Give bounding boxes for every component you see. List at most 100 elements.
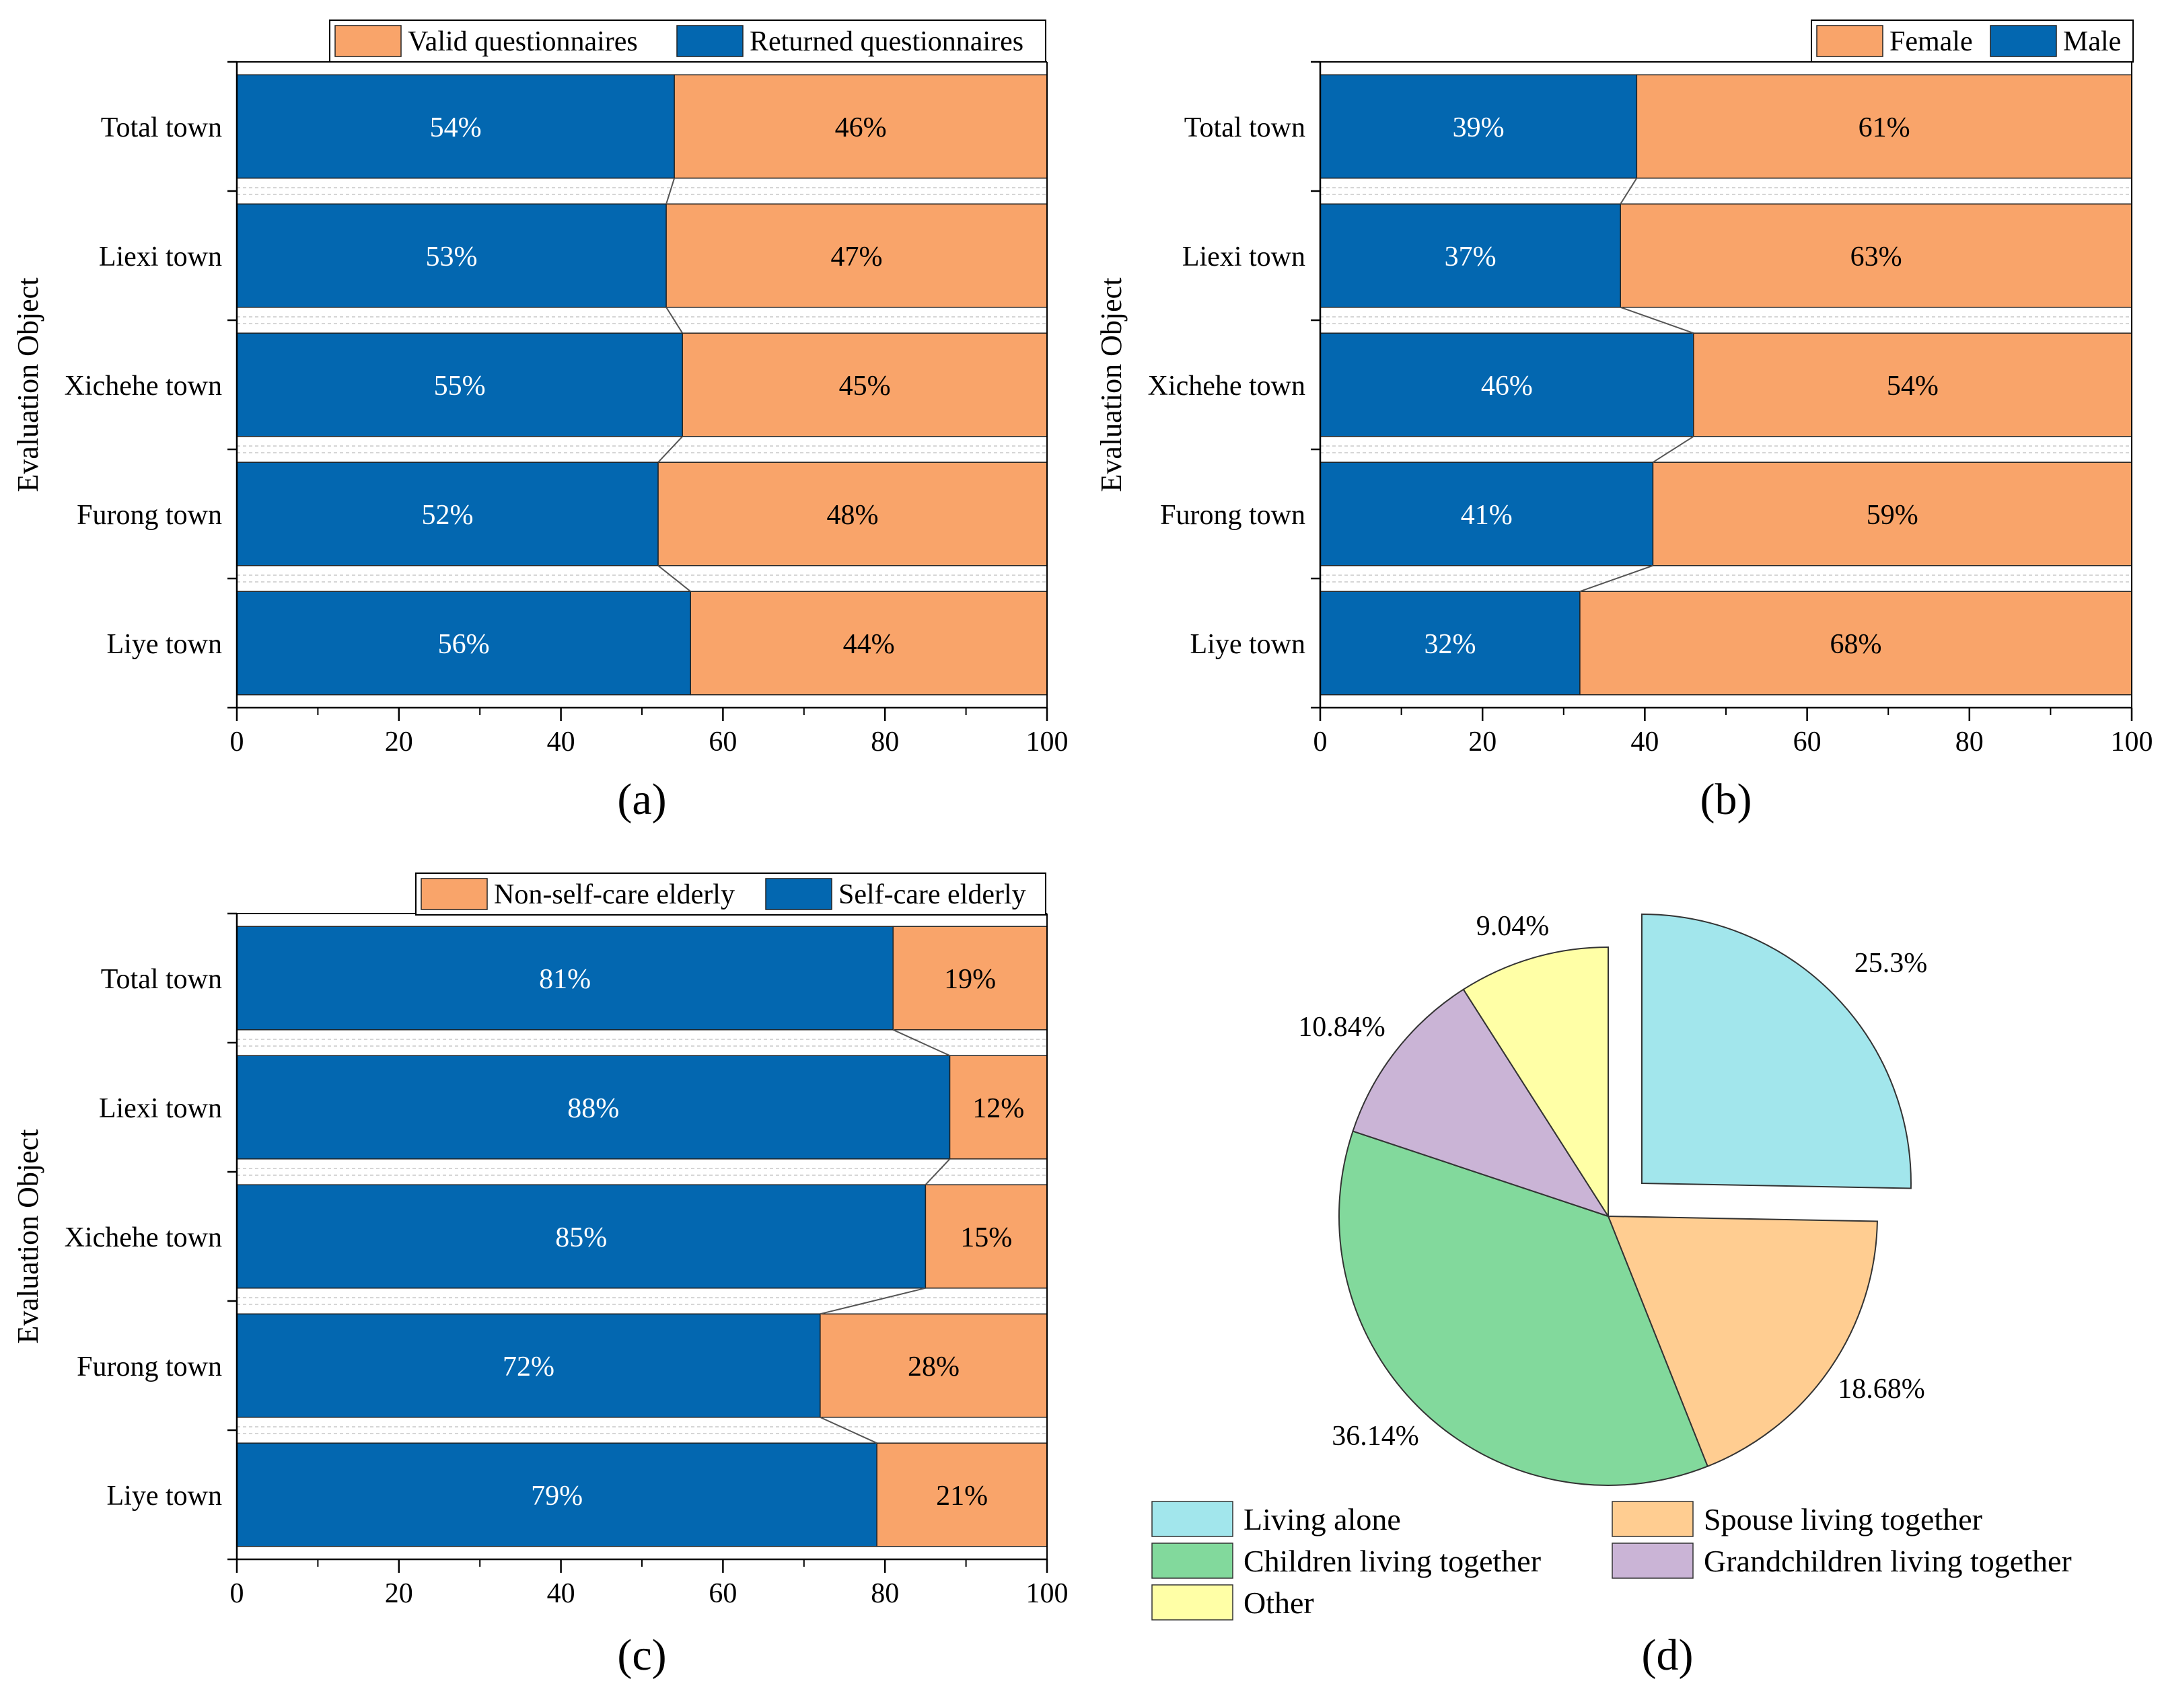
- connector-line: [925, 1158, 951, 1185]
- bar-returned-questionnaires: [236, 332, 683, 437]
- x-tick-label: 20: [1468, 727, 1497, 757]
- x-tick-label: 80: [871, 727, 899, 757]
- x-tick-label: 40: [547, 727, 575, 757]
- y-tick-label: Liye town: [107, 629, 222, 660]
- connector-line: [820, 1287, 926, 1315]
- data-label: 47%: [831, 242, 883, 272]
- bar-female: [1693, 332, 2132, 437]
- data-label: 72%: [503, 1351, 554, 1382]
- x-tick-label: 20: [385, 1578, 413, 1609]
- connector-line: [1620, 306, 1694, 334]
- bar-male: [1320, 203, 1621, 308]
- legend-swatch-living-alone: [1151, 1501, 1233, 1537]
- connector-line: [892, 1029, 950, 1057]
- legend-swatch-returned-questionnaires: [676, 25, 744, 57]
- y-tick-label: Xichehe town: [65, 371, 222, 402]
- y-tick-label: Liexi town: [1182, 242, 1305, 272]
- y-axis-title: Evaluation Object: [11, 1129, 44, 1344]
- y-tick-label: Total town: [1184, 112, 1305, 143]
- legend-box: [415, 872, 1046, 916]
- data-label: 54%: [1887, 371, 1939, 402]
- data-label: 45%: [839, 371, 891, 402]
- x-tick-label: 60: [709, 727, 737, 757]
- legend-label: Living alone: [1244, 1502, 1401, 1536]
- data-label: 46%: [835, 112, 887, 143]
- y-tick-label: Liye town: [107, 1481, 222, 1512]
- bar-self-care-elderly: [236, 1055, 951, 1160]
- data-label: 63%: [1850, 242, 1902, 272]
- x-tick-label: 40: [1630, 727, 1659, 757]
- connector-line: [665, 307, 684, 334]
- legend-swatch-non-self-care-elderly: [421, 878, 488, 910]
- legend-swatch-other: [1151, 1584, 1233, 1621]
- bar-valid-questionnaires: [682, 332, 1048, 437]
- data-label: 19%: [944, 964, 996, 995]
- bar-male: [1320, 461, 1654, 566]
- pie-data-label: 25.3%: [1854, 948, 1928, 979]
- x-tick-label: 20: [385, 727, 413, 757]
- legend-label: Female: [1889, 26, 1973, 57]
- x-tick-label: 0: [230, 727, 244, 757]
- legend-label: Spouse living together: [1704, 1502, 1982, 1536]
- y-tick-label: Xichehe town: [65, 1222, 222, 1253]
- connector-line: [1652, 435, 1694, 463]
- data-label: 21%: [936, 1481, 988, 1512]
- data-label: 88%: [567, 1093, 619, 1124]
- legend-label: Male: [2063, 26, 2121, 57]
- panel-b: 39% 61% 37% 63% 46% 54% 41% 59% 32% 68% Total town…: [1095, 20, 2153, 824]
- bar-female: [1579, 591, 2132, 696]
- connector-line: [657, 436, 683, 463]
- data-label: 48%: [827, 500, 879, 531]
- pie-slice-living-alone: [1641, 913, 1912, 1189]
- data-label: 79%: [531, 1481, 583, 1512]
- bar-self-care-elderly: [236, 1442, 877, 1547]
- bar-valid-questionnaires: [665, 203, 1048, 308]
- data-label: 12%: [972, 1093, 1024, 1124]
- x-tick-label: 60: [1793, 727, 1822, 757]
- pie-data-label: 10.84%: [1298, 1012, 1385, 1043]
- legend-swatch-grandchildren-living-together: [1612, 1543, 1694, 1579]
- connector-line: [1620, 178, 1638, 205]
- data-label: 46%: [1481, 371, 1533, 402]
- legend-swatch-valid-questionnaires: [334, 25, 402, 57]
- x-tick-label: 40: [547, 1578, 575, 1609]
- pie-data-label: 36.14%: [1332, 1421, 1419, 1452]
- x-tick-label: 100: [1026, 1578, 1069, 1609]
- legend-swatch-male: [1990, 25, 2057, 57]
- data-label: 39%: [1453, 112, 1505, 143]
- panel-d: 25.3% 18.68% 36.14% 10.84% 9.04% Living alone…: [1151, 911, 2072, 1680]
- bar-female: [1620, 203, 2132, 308]
- bar-male: [1320, 332, 1694, 437]
- bar-male: [1320, 591, 1581, 696]
- data-label: 44%: [843, 629, 895, 660]
- bar-female: [1636, 74, 2132, 179]
- y-tick-label: Liexi town: [99, 242, 222, 272]
- pie-slice-other: [1462, 946, 1609, 1219]
- panel-label: (a): [617, 775, 666, 824]
- y-axis-title: Evaluation Object: [11, 278, 44, 492]
- data-label: 52%: [422, 500, 474, 531]
- bar-non-self-care-elderly: [949, 1055, 1048, 1160]
- pie-slice-children-living-together: [1338, 1130, 1709, 1486]
- data-label: 37%: [1445, 242, 1497, 272]
- bar-non-self-care-elderly: [876, 1442, 1048, 1547]
- y-tick-label: Xichehe town: [1148, 371, 1305, 402]
- data-label: 32%: [1424, 629, 1476, 660]
- legend-label: Children living together: [1244, 1544, 1541, 1578]
- bar-valid-questionnaires: [690, 591, 1048, 696]
- panel-a: 54% 46% 53% 47% 55% 45% 52% 48% 56% 44% Total town…: [11, 20, 1069, 824]
- y-tick-label: Total town: [101, 112, 222, 143]
- x-tick-label: 100: [2111, 727, 2153, 757]
- bar-returned-questionnaires: [236, 203, 667, 308]
- legend-label: Non-self-care elderly: [494, 879, 735, 910]
- data-label: 55%: [434, 371, 486, 402]
- panel-label: (c): [617, 1631, 666, 1680]
- y-axis-title: Evaluation Object: [1095, 278, 1128, 492]
- legend-swatch-spouse-living-together: [1612, 1501, 1694, 1537]
- pie-data-label: 18.68%: [1838, 1374, 1925, 1405]
- x-tick-label: 0: [230, 1578, 244, 1609]
- y-tick-label: Total town: [101, 964, 222, 995]
- data-label: 68%: [1830, 629, 1881, 660]
- bar-male: [1320, 74, 1638, 179]
